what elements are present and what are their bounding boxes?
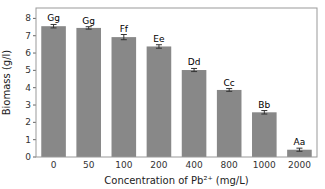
error-cap bbox=[51, 27, 57, 28]
bar bbox=[112, 37, 137, 157]
significance-label: Gg bbox=[47, 13, 60, 23]
y-tick-label: 2 bbox=[25, 117, 31, 127]
error-bar bbox=[261, 111, 267, 114]
error-cap bbox=[121, 34, 127, 35]
error-cap bbox=[51, 24, 57, 25]
error-line bbox=[123, 35, 124, 40]
error-cap bbox=[121, 39, 127, 40]
error-cap bbox=[86, 26, 92, 27]
error-cap bbox=[296, 148, 302, 149]
chart: 0 1 2 3 4 5 6 7 8 Gg Gg Ff Ee Dd Cc Bb Aa 0 50 100 200 400 800… bbox=[0, 0, 325, 189]
significance-label: Ff bbox=[120, 24, 129, 34]
x-tick-label: 0 bbox=[51, 160, 57, 170]
significance-label: Dd bbox=[188, 57, 201, 67]
x-tick-label: 50 bbox=[83, 160, 95, 170]
bar bbox=[41, 26, 66, 157]
y-tick-label: 1 bbox=[25, 135, 31, 145]
bars bbox=[41, 24, 311, 157]
significance-label: Bb bbox=[258, 100, 270, 110]
x-tick-label: 1000 bbox=[253, 160, 276, 170]
significance-label: Aa bbox=[294, 137, 306, 147]
chart-container: 0 1 2 3 4 5 6 7 8 Gg Gg Ff Ee Dd Cc Bb Aa 0 50 100 200 400 800… bbox=[0, 0, 325, 189]
x-tick-label: 800 bbox=[221, 160, 238, 170]
error-bar bbox=[86, 27, 92, 29]
y-tick-label: 4 bbox=[25, 83, 31, 93]
x-axis-label: Concentration of Pb²⁺ (mg/L) bbox=[104, 175, 249, 186]
significance-label: Cc bbox=[224, 78, 235, 88]
y-tick-label: 0 bbox=[25, 152, 31, 162]
y-tick-label: 7 bbox=[25, 31, 31, 41]
error-bar bbox=[226, 89, 232, 92]
bar bbox=[252, 112, 277, 157]
x-axis: 0 50 100 200 400 800 1000 2000 bbox=[51, 160, 311, 170]
error-cap bbox=[261, 110, 267, 111]
error-cap bbox=[226, 88, 232, 89]
error-cap bbox=[156, 44, 162, 45]
x-tick-label: 400 bbox=[185, 160, 202, 170]
y-axis: 0 1 2 3 4 5 6 7 8 bbox=[25, 13, 36, 162]
bar bbox=[287, 150, 312, 157]
error-cap bbox=[86, 29, 92, 30]
x-tick-label: 200 bbox=[150, 160, 167, 170]
error-bar bbox=[121, 35, 127, 40]
bar bbox=[182, 70, 207, 157]
x-tick-label: 2000 bbox=[288, 160, 311, 170]
bar bbox=[76, 28, 101, 157]
plot-frame bbox=[36, 8, 317, 157]
significance-label: Ee bbox=[153, 34, 165, 44]
y-tick-label: 6 bbox=[25, 48, 31, 58]
error-cap bbox=[191, 71, 197, 72]
error-bar bbox=[156, 45, 162, 48]
error-bar bbox=[51, 24, 57, 27]
bar bbox=[217, 90, 242, 157]
error-bar bbox=[191, 68, 197, 71]
significance-label: Gg bbox=[82, 16, 95, 26]
error-line bbox=[264, 111, 265, 114]
error-cap bbox=[191, 68, 197, 69]
y-tick-label: 5 bbox=[25, 65, 31, 75]
error-cap bbox=[296, 151, 302, 152]
error-cap bbox=[226, 91, 232, 92]
error-cap bbox=[261, 114, 267, 115]
error-cap bbox=[156, 48, 162, 49]
y-tick-label: 8 bbox=[25, 13, 31, 23]
y-tick-label: 3 bbox=[25, 100, 31, 110]
y-axis-label: Biomass (g/l) bbox=[1, 50, 12, 116]
error-line bbox=[53, 24, 54, 27]
x-tick-label: 100 bbox=[115, 160, 132, 170]
error-bar bbox=[296, 148, 302, 151]
bar bbox=[147, 46, 172, 157]
annotations: Gg Gg Ff Ee Dd Cc Bb Aa bbox=[47, 13, 305, 147]
error-line bbox=[158, 45, 159, 48]
